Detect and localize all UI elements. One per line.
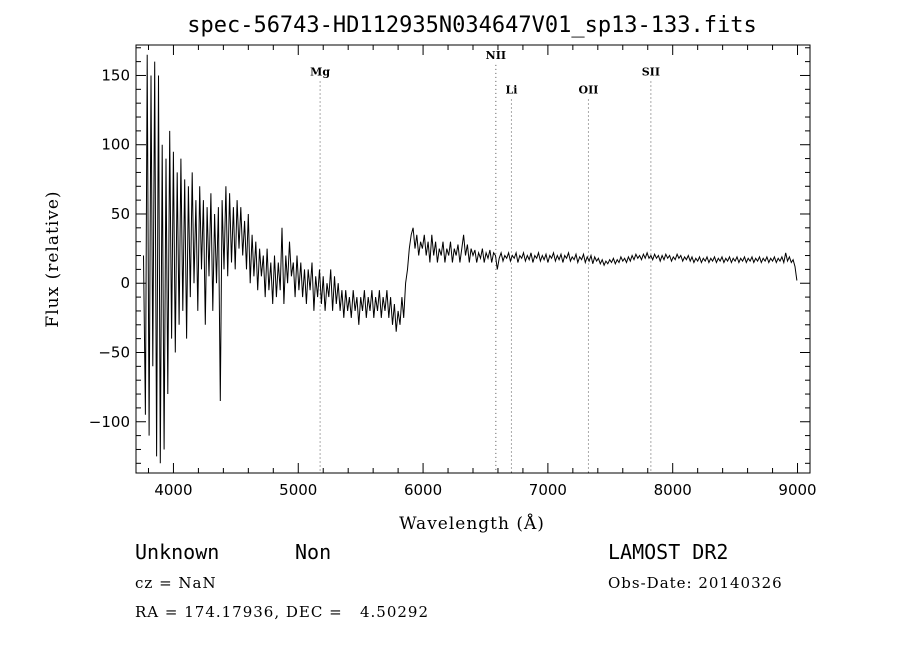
spectrum-line (143, 54, 798, 464)
line-marker-label: OII (579, 83, 599, 96)
x-tick-label: 7000 (529, 481, 567, 499)
survey-label: LAMOST DR2 (608, 540, 729, 564)
object-class: Unknown (135, 540, 220, 564)
x-tick-label: 5000 (279, 481, 317, 499)
y-tick-label: 50 (111, 205, 130, 223)
x-tick-label: 4000 (154, 481, 192, 499)
y-tick-label: 100 (101, 136, 130, 154)
line-marker-label: Li (505, 83, 517, 96)
y-tick-label: 0 (120, 274, 130, 292)
y-tick-label: −50 (98, 343, 130, 361)
plot-frame (135, 44, 811, 474)
x-axis-label: Wavelength (Å) (399, 513, 545, 534)
line-marker-label: NII (486, 49, 506, 62)
y-tick-label: −100 (89, 413, 130, 431)
line-markers: Mg NII Li OII SII (310, 49, 660, 473)
axes: 4000 5000 6000 7000 8000 9000 −100 −50 0 50 100 150 (89, 45, 817, 499)
y-tick-label: 150 (101, 66, 130, 84)
x-tick-label: 9000 (778, 481, 816, 499)
y-axis-label: Flux (relative) (43, 190, 63, 327)
chart-title: spec-56743-HD112935N034647V01_sp13-133.f… (187, 13, 757, 38)
x-tick-label: 8000 (654, 481, 692, 499)
cz-value: cz = NaN (135, 574, 217, 592)
x-tick-label: 6000 (404, 481, 442, 499)
line-marker-label: SII (642, 65, 660, 78)
coordinates: RA = 174.17936, DEC = 4.50292 (135, 603, 430, 621)
line-marker-label: Mg (310, 65, 330, 78)
obs-date: Obs-Date: 20140326 (608, 574, 783, 592)
object-subclass: Non (295, 540, 332, 564)
